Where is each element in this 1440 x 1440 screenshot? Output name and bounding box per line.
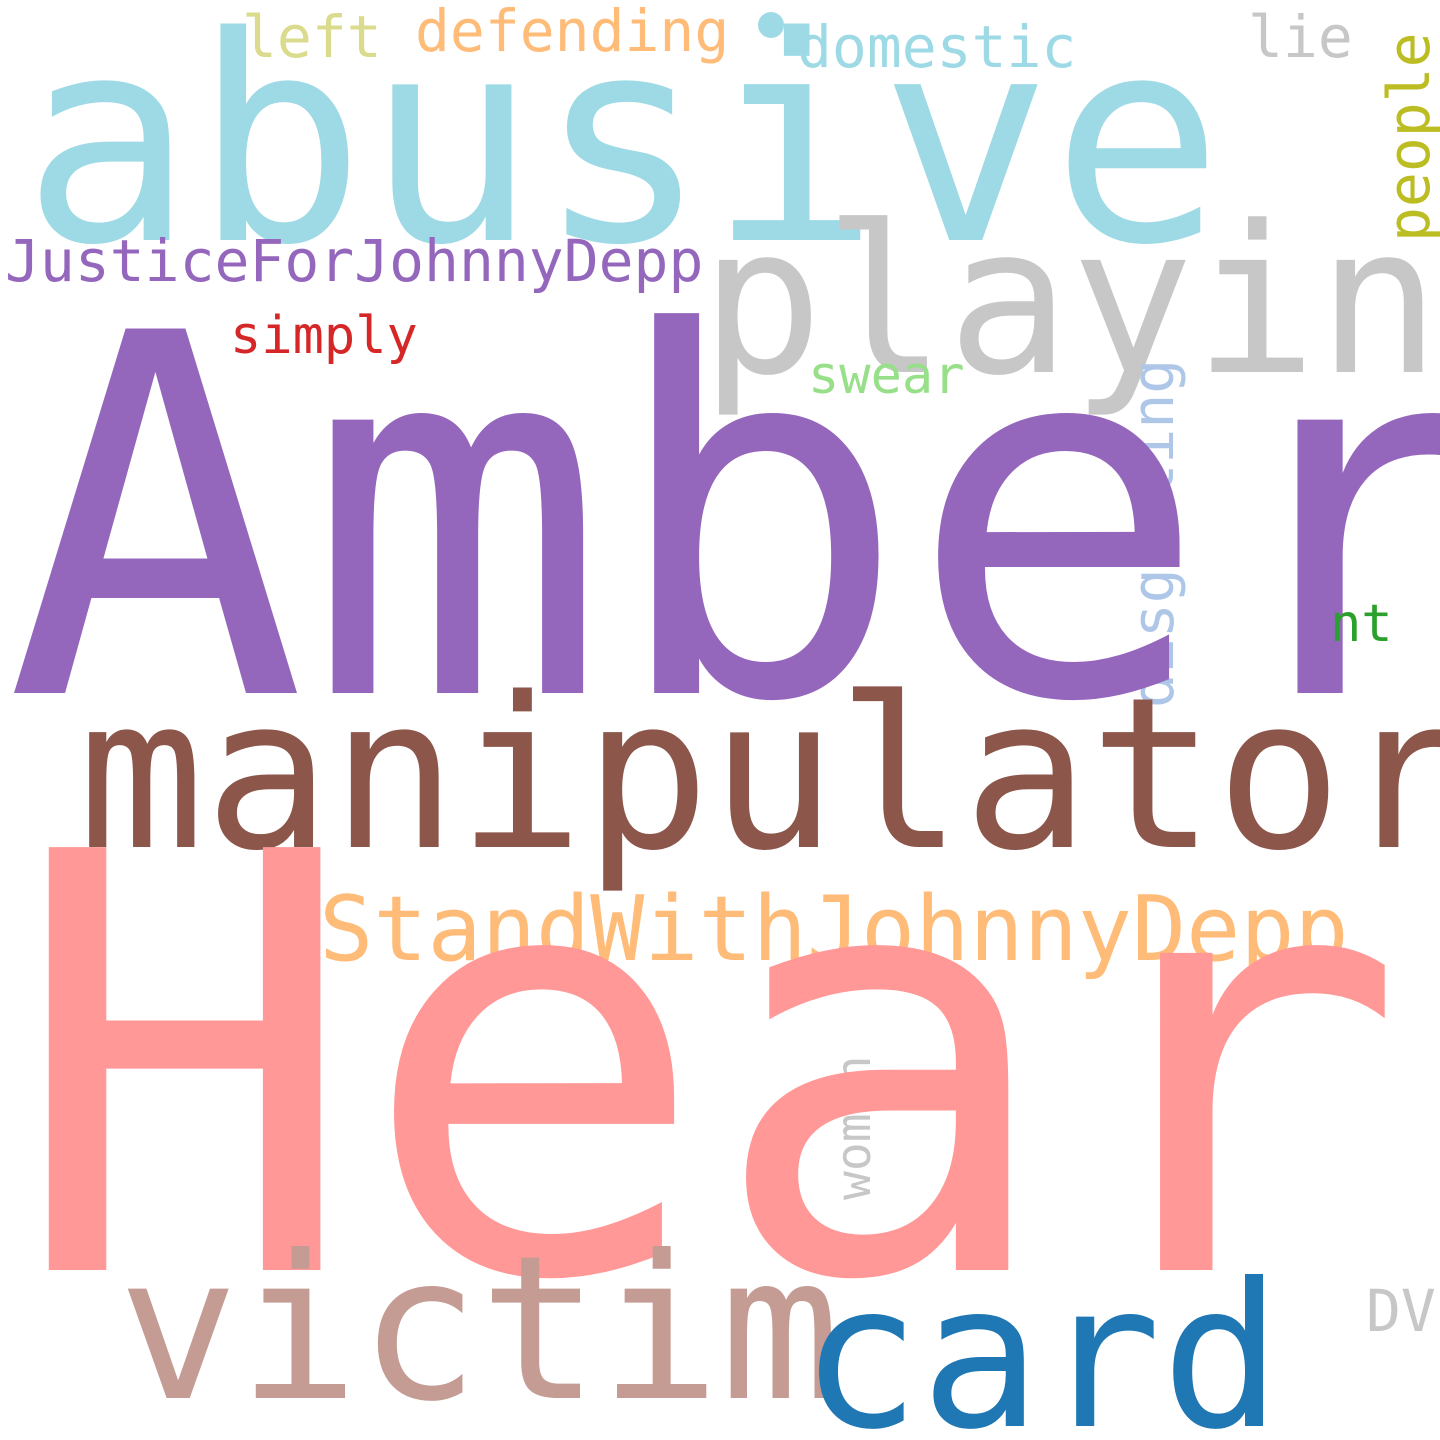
word-lie: lie (1248, 8, 1353, 66)
word-defending: defending (415, 2, 729, 60)
word-victim: victim (118, 1230, 840, 1430)
word-left: left (242, 8, 382, 66)
word-domestic: domestic (797, 18, 1076, 76)
word-nt: nt (1330, 598, 1393, 650)
word-dv: DV (1366, 1282, 1436, 1340)
dot-mark (758, 12, 784, 38)
word-card: card (800, 1258, 1282, 1440)
